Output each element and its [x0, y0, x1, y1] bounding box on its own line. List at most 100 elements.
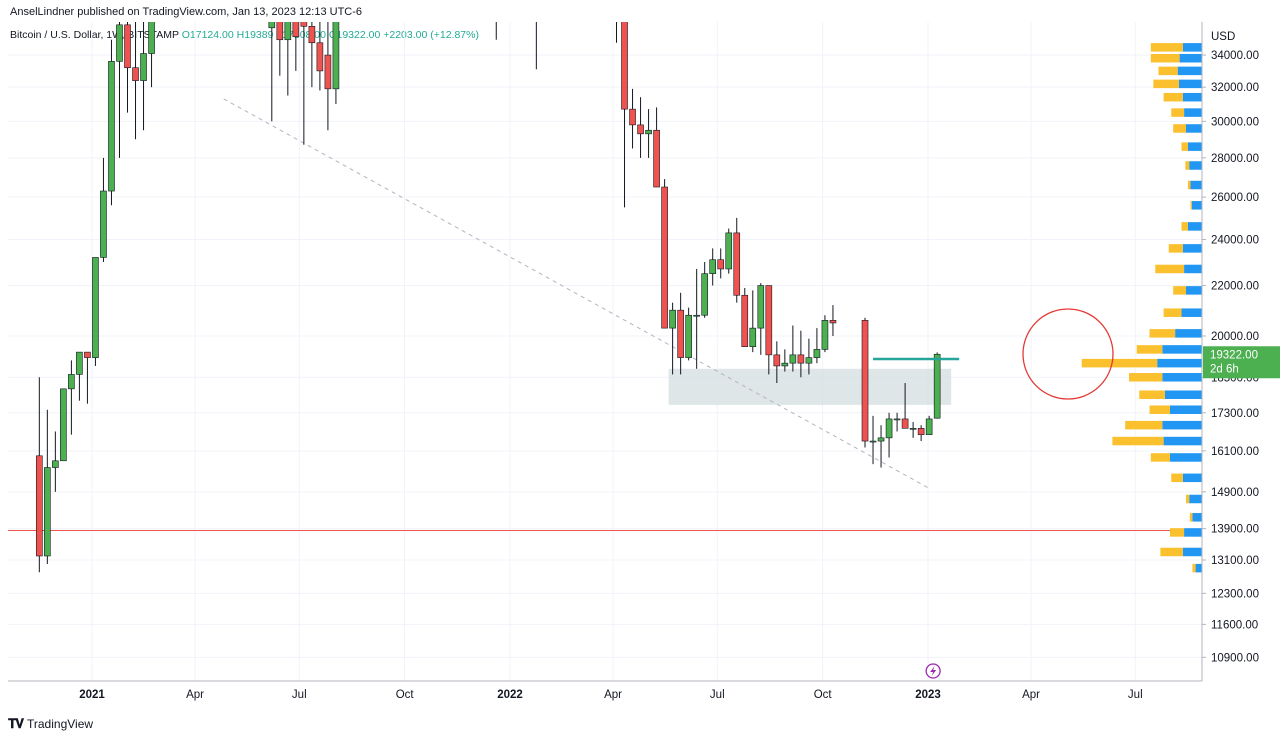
symbol-name[interactable]: Bitcoin / U.S. Dollar, 1W, BITSTAMP — [10, 29, 179, 41]
candle-up — [284, 22, 292, 41]
volume-profile-bar-down — [1150, 53, 1180, 63]
price-tick-label: 24000.00 — [1211, 234, 1259, 246]
volume-profile-bar-down — [1139, 390, 1165, 399]
date-tick-label: Apr — [1022, 689, 1040, 701]
candle-up — [140, 53, 147, 81]
candle-down — [300, 22, 308, 27]
footer-brand: 𝐓𝐕 TradingView — [8, 716, 93, 732]
volume-profile-bar-up — [1182, 43, 1202, 52]
candle-up — [108, 61, 115, 192]
volume-profile-bar-up — [1182, 244, 1202, 253]
candle-up — [68, 374, 75, 390]
date-tick-label: Jul — [292, 689, 307, 701]
candle-down — [773, 354, 781, 367]
volume-profile-bar-down — [1181, 142, 1188, 151]
candle-down — [36, 455, 43, 557]
candle-down — [797, 354, 805, 364]
price-tick-label: 22000.00 — [1211, 281, 1259, 293]
volume-profile-bar-up — [1184, 264, 1202, 274]
volume-profile-bar-up — [1184, 108, 1202, 117]
candle-down — [316, 42, 324, 72]
candle-up — [893, 418, 901, 421]
candle-up — [116, 24, 123, 62]
candle-up — [805, 357, 813, 364]
publisher-line: AnselLindner published on TradingView.co… — [10, 6, 363, 18]
date-tick-label: Oct — [396, 689, 415, 701]
volume-profile-bar-up — [1182, 547, 1202, 557]
price-tick-label: 12300.00 — [1211, 588, 1259, 600]
footer-brand-label: TradingView — [27, 717, 94, 731]
lightning-icon — [925, 663, 941, 679]
volume-profile-bar-up — [1184, 528, 1202, 537]
candle-up — [76, 351, 83, 375]
dashed-trendline — [223, 98, 930, 489]
price-tick-label: 32000.00 — [1211, 82, 1259, 94]
lightning-icon-bolt — [930, 666, 937, 676]
volume-profile-bar-up — [1179, 53, 1202, 63]
candle-up — [44, 467, 51, 557]
volume-profile-bar-up — [1182, 92, 1202, 102]
candle-up — [877, 437, 885, 442]
candle-down — [661, 186, 668, 329]
current-price-value: 19322.00 — [1210, 349, 1258, 361]
candle-up — [869, 440, 877, 443]
candle-down — [733, 232, 741, 296]
candle-up — [148, 22, 155, 54]
price-tick-label: 14900.00 — [1211, 487, 1259, 499]
candle-up — [100, 190, 107, 258]
candle-up — [685, 314, 692, 358]
volume-profile-bar-down — [1190, 201, 1192, 210]
candle-up — [925, 418, 933, 435]
volume-profile-bar-up — [1189, 161, 1202, 170]
price-tick-label: 16100.00 — [1211, 446, 1259, 458]
volume-profile-bar-up — [1170, 405, 1202, 414]
candle-down — [276, 22, 284, 41]
candle-down — [629, 108, 636, 126]
candle-down — [677, 309, 684, 358]
price-tick-label: 26000.00 — [1211, 192, 1259, 204]
date-tick-label: Apr — [186, 689, 204, 701]
candle-up — [268, 22, 276, 29]
volume-profile-bar-down — [1153, 79, 1179, 89]
volume-profile-bar-up — [1192, 513, 1202, 522]
candle-down — [829, 320, 837, 324]
volume-profile-bar-up — [1189, 494, 1202, 504]
candle-up — [909, 428, 917, 430]
volume-profile-bar-up — [1181, 308, 1202, 317]
date-tick-label: Jul — [1128, 689, 1143, 701]
volume-profile-bar-down — [1173, 124, 1186, 133]
price-tick-label: 17300.00 — [1211, 408, 1259, 420]
volume-profile-bar-up — [1170, 453, 1202, 462]
candle-down — [653, 129, 660, 188]
date-tick-label: Jul — [710, 689, 725, 701]
candle-up — [701, 273, 708, 316]
candles — [36, 22, 941, 573]
volume-profile-bar-down — [1112, 436, 1164, 446]
volume-profile-bar-up — [1182, 473, 1202, 483]
candle-down — [621, 22, 628, 110]
price-tick-label: 28000.00 — [1211, 153, 1259, 165]
volume-profile-bar-down — [1171, 108, 1185, 117]
price-tick-label: 34000.00 — [1211, 50, 1259, 62]
volume-profile-bar-up — [1157, 358, 1202, 368]
volume-profile-bar-down — [1149, 329, 1176, 338]
volume-profile-bar-down — [1173, 286, 1186, 295]
volume-profile-bar-up — [1178, 79, 1202, 89]
volume-profile-bar-up — [1162, 345, 1202, 354]
candle-up — [645, 129, 652, 135]
candle-down — [324, 54, 332, 90]
candle-down — [861, 320, 869, 442]
price-tick-label: 30000.00 — [1211, 116, 1259, 128]
candle-down — [917, 428, 925, 435]
current-price-badge — [1203, 346, 1280, 379]
volume-profile-bar-up — [1191, 201, 1202, 210]
volume-profile-bar-up — [1162, 420, 1202, 430]
plot-area — [8, 22, 1202, 573]
candle-up — [332, 22, 340, 90]
volume-profile-bar-up — [1162, 373, 1202, 382]
candle-up — [669, 309, 676, 329]
price-tick-label: 13100.00 — [1211, 555, 1259, 567]
volume-profile-bar-down — [1192, 563, 1196, 573]
candle-down — [717, 259, 725, 270]
